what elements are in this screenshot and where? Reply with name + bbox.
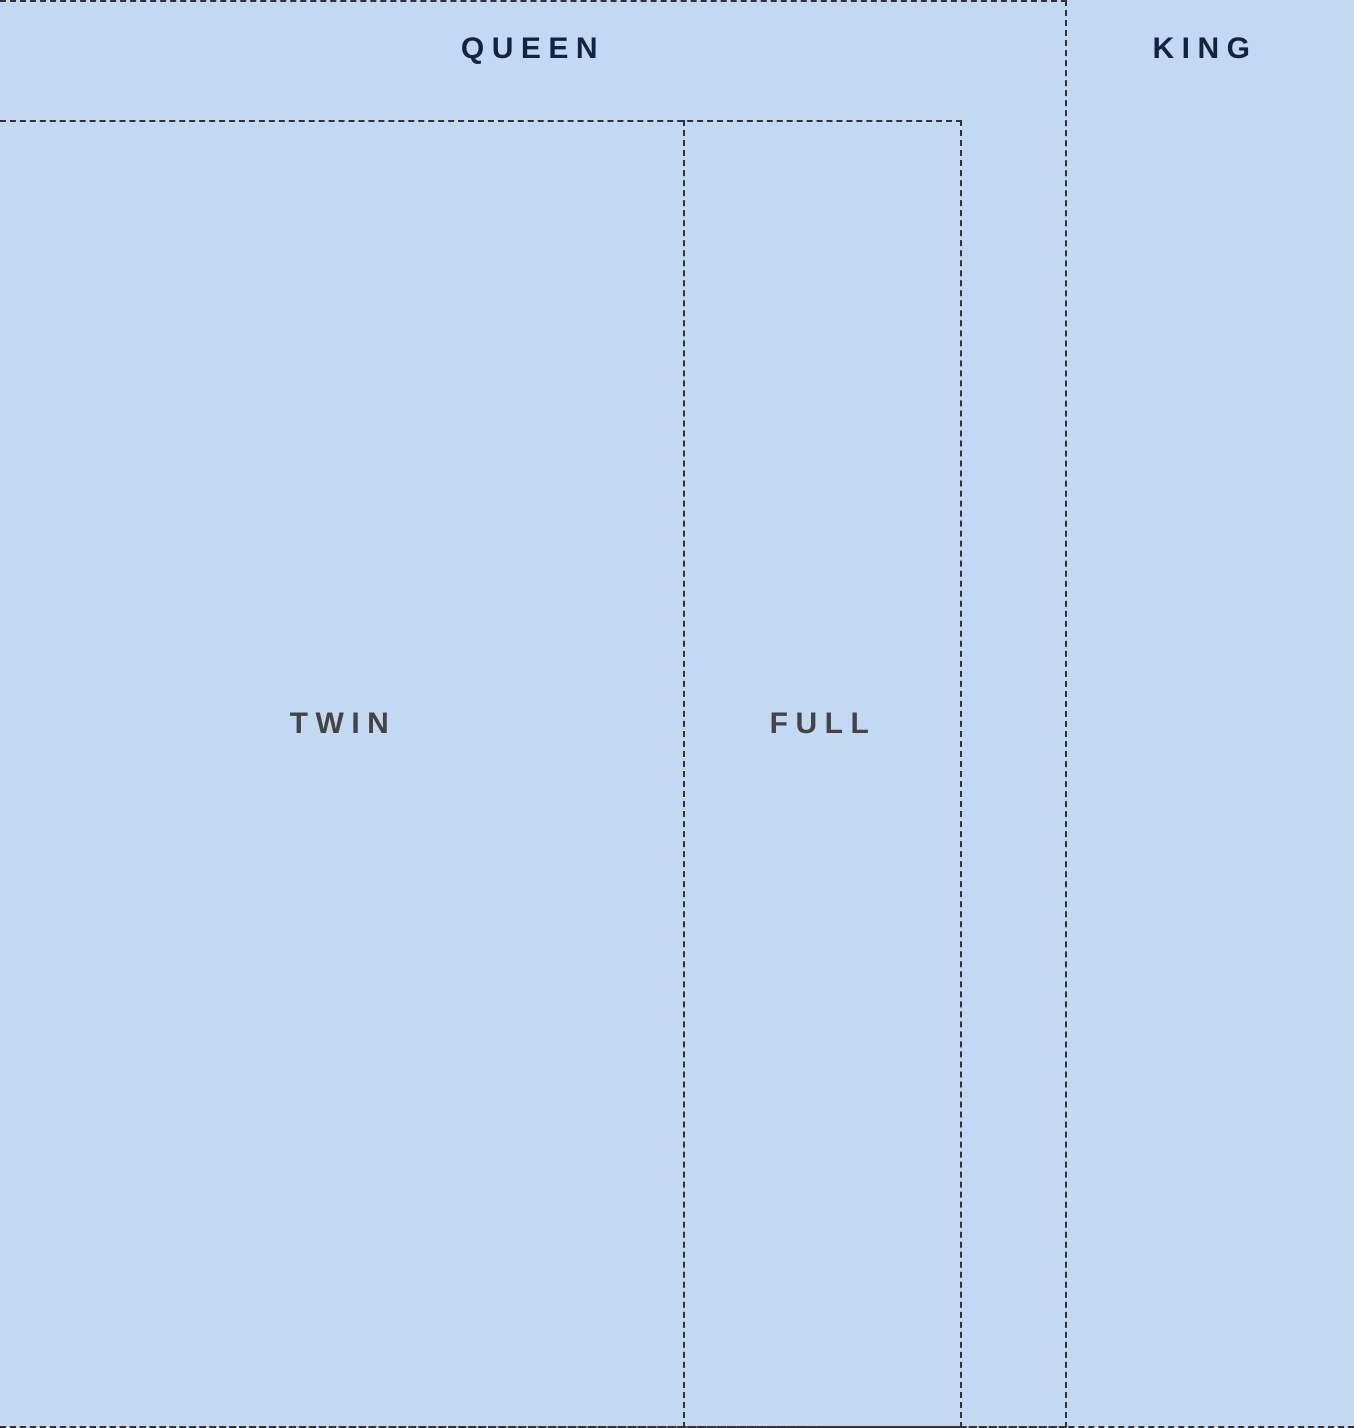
border-twin [0, 120, 685, 1428]
bed-size-diagram: KING QUEEN FULL TWIN [0, 0, 1354, 1428]
label-twin: TWIN [290, 707, 397, 741]
label-king: KING [1153, 32, 1258, 66]
label-queen: QUEEN [461, 32, 605, 66]
label-full: FULL [770, 707, 877, 741]
